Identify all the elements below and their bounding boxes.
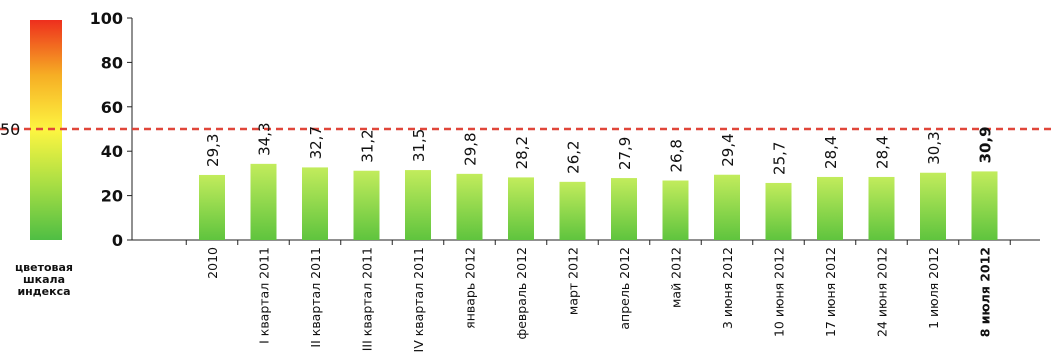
bar bbox=[765, 182, 792, 240]
bar bbox=[817, 176, 843, 240]
y-tick-label: 40 bbox=[101, 142, 123, 161]
category-label: 24 июня 2012 bbox=[875, 247, 890, 337]
bar-value-label: 26,8 bbox=[668, 139, 686, 172]
bar bbox=[302, 167, 328, 240]
bar-value-label: 29,3 bbox=[204, 134, 222, 167]
color-scale-caption-line-2: шкала bbox=[22, 273, 66, 286]
bar-value-label: 30,3 bbox=[925, 131, 943, 164]
category-label: 17 июня 2012 bbox=[823, 247, 838, 337]
y-tick-label: 80 bbox=[101, 53, 123, 72]
color-scale-bar bbox=[30, 20, 62, 240]
bar-value-label: 28,4 bbox=[874, 136, 892, 169]
reference-line-group: 50 bbox=[0, 120, 1056, 139]
reference-line-label: 50 bbox=[0, 120, 20, 139]
category-label: 2010 bbox=[205, 247, 220, 279]
category-label: 3 июня 2012 bbox=[720, 247, 735, 329]
bar-value-label: 32,7 bbox=[307, 126, 325, 159]
color-scale-caption-line-3: индекса bbox=[17, 285, 71, 298]
bar bbox=[405, 170, 431, 240]
category-label: май 2012 bbox=[669, 247, 684, 308]
bar bbox=[611, 178, 637, 240]
bar bbox=[714, 174, 740, 240]
category-label: 1 июля 2012 bbox=[926, 247, 941, 329]
bar-value-label: 26,2 bbox=[565, 140, 583, 173]
category-labels: 2010 I квартал 2011 II квартал 2011 III ква… bbox=[205, 247, 993, 352]
color-scale-caption-line-1: цветовая bbox=[15, 261, 73, 274]
color-scale-caption: цветовая шкала индекса bbox=[4, 262, 84, 298]
category-label: февраль 2012 bbox=[514, 247, 529, 339]
bar-value-label: 29,4 bbox=[719, 133, 737, 166]
bar bbox=[508, 177, 534, 240]
bar-value-label: 28,4 bbox=[822, 136, 840, 169]
category-label: апрель 2012 bbox=[617, 247, 632, 330]
value-labels: 29,3 34,3 32,7 31,2 31,5 29,8 28,2 26,2 27,9 26,8… bbox=[204, 122, 995, 174]
bar-value-label: 25,7 bbox=[771, 142, 789, 175]
category-label: 10 июня 2012 bbox=[772, 247, 787, 337]
bar-value-label: 29,8 bbox=[462, 132, 480, 165]
bar-value-label: 30,9 bbox=[977, 126, 995, 163]
bar bbox=[868, 176, 895, 240]
bar-value-label: 27,9 bbox=[616, 137, 634, 170]
y-tick-label: 100 bbox=[90, 9, 123, 28]
bar-value-label: 31,5 bbox=[410, 129, 428, 162]
y-axis: 0 20 40 60 80 100 bbox=[90, 9, 133, 250]
bar bbox=[971, 171, 998, 240]
category-label: III квартал 2011 bbox=[360, 247, 375, 351]
x-axis bbox=[132, 239, 1040, 245]
y-tick-label: 60 bbox=[101, 98, 123, 117]
bars bbox=[199, 163, 998, 240]
bar bbox=[456, 173, 483, 240]
y-tick-label: 0 bbox=[112, 231, 123, 250]
bar-value-label: 31,2 bbox=[359, 129, 377, 162]
bar bbox=[662, 180, 689, 240]
y-tick-label: 20 bbox=[101, 187, 123, 206]
category-label: январь 2012 bbox=[463, 247, 478, 329]
category-label: I квартал 2011 bbox=[257, 247, 272, 344]
category-label: IV квартал 2011 bbox=[411, 247, 426, 352]
bar-value-label: 28,2 bbox=[513, 136, 531, 169]
category-label: март 2012 bbox=[566, 247, 581, 315]
bar-value-label: 34,3 bbox=[256, 122, 274, 155]
bar bbox=[920, 172, 946, 240]
category-label: 8 июля 2012 bbox=[978, 247, 993, 337]
bar bbox=[353, 170, 380, 240]
category-label: II квартал 2011 bbox=[308, 247, 323, 348]
bar bbox=[250, 163, 277, 240]
bar bbox=[559, 181, 586, 240]
bar bbox=[199, 174, 225, 240]
